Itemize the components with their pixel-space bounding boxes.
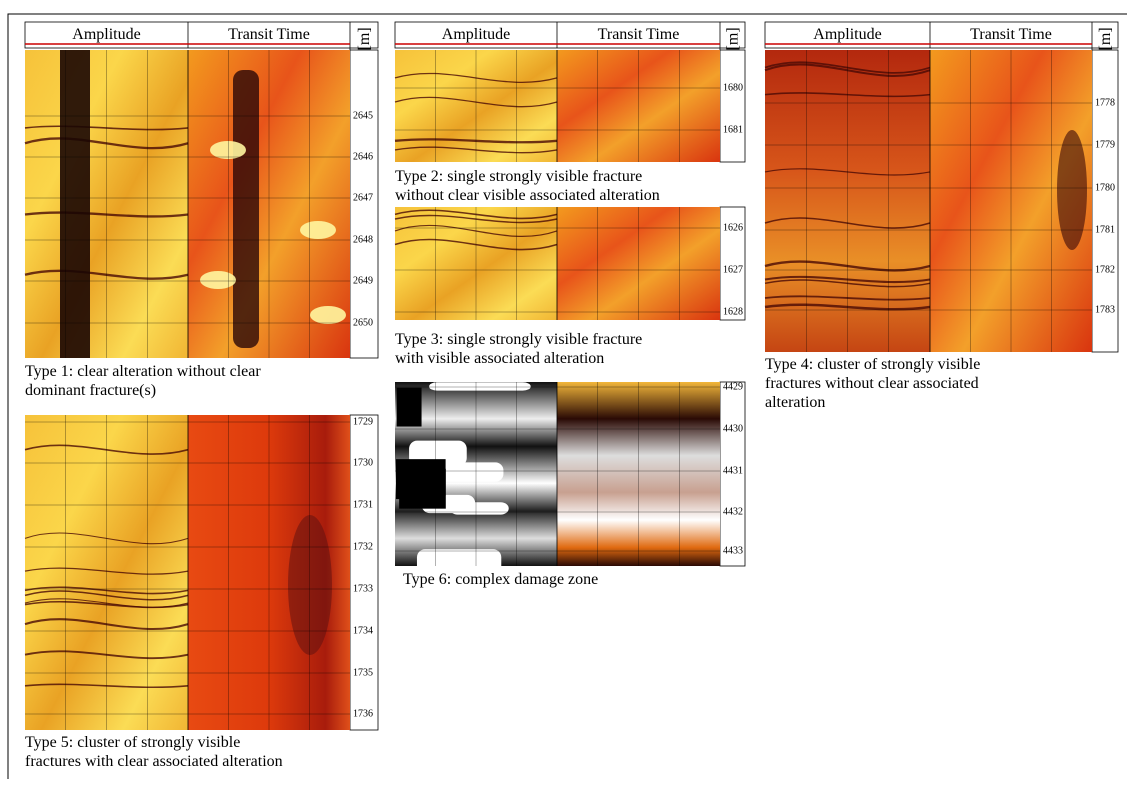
depth-label: 1680: [723, 82, 743, 93]
bright-spot: [210, 141, 246, 159]
amplitude-header: Amplitude: [72, 26, 140, 43]
transit-header: Transit Time: [228, 26, 310, 43]
panel: AmplitudeTransit TimeBD [m]2645264626472…: [25, 22, 378, 399]
caption-line: Type 2: single strongly visible fracture: [395, 168, 642, 185]
bright-spot: [200, 271, 236, 289]
figure: AmplitudeTransit TimeBD [m]2645264626472…: [0, 0, 1135, 787]
depth-label: 1780: [1095, 182, 1115, 193]
depth-label: 1729: [353, 416, 373, 427]
depth-label: 1733: [353, 583, 373, 594]
depth-label: 1735: [353, 667, 373, 678]
transit-header: Transit Time: [970, 26, 1052, 43]
damage-block: [397, 388, 422, 427]
alteration-zone: [1057, 130, 1087, 250]
depth-label: 1627: [723, 264, 743, 275]
damage-block: [429, 382, 531, 390]
alteration-band: [233, 70, 259, 348]
depth-label: 1778: [1095, 97, 1115, 108]
depth-label: 2648: [353, 234, 373, 245]
depth-label: 4431: [723, 465, 743, 476]
depth-label: 4432: [723, 506, 743, 517]
depth-label: 1730: [353, 457, 373, 468]
depth-label: 1783: [1095, 304, 1115, 315]
caption-line: Type 5: cluster of strongly visible: [25, 734, 240, 751]
depth-column: [350, 50, 378, 358]
caption-line: without clear visible associated alterat…: [395, 187, 660, 204]
depth-label: 1731: [353, 499, 373, 510]
caption-line: Type 3: single strongly visible fracture: [395, 331, 642, 348]
depth-label: 1626: [723, 222, 743, 233]
panel: 4429 4430 4431 4432 4433 Type 6: complex dama…: [395, 381, 745, 588]
bright-spot: [300, 221, 336, 239]
depth-label: 1736: [353, 708, 373, 719]
panel: 1729 1730 1731 1732 1733 1734 1735 1736 Type 5: …: [25, 415, 378, 770]
caption-line: fractures with clear associated alterati…: [25, 753, 283, 770]
depth-column: [720, 50, 745, 162]
caption-line: Type 4: cluster of strongly visible: [765, 356, 980, 373]
depth-label: 1734: [353, 625, 373, 636]
depth-label: 1779: [1095, 139, 1115, 150]
amplitude-header: Amplitude: [813, 26, 881, 43]
caption-line: alteration: [765, 394, 825, 411]
alteration-zone: [288, 515, 332, 655]
depth-label: 1732: [353, 541, 373, 552]
depth-label: 1628: [723, 306, 743, 317]
alteration-band: [60, 50, 90, 358]
depth-label: 4433: [723, 545, 743, 556]
transit-header: Transit Time: [598, 26, 680, 43]
depth-label: 2647: [353, 192, 373, 203]
depth-label: 1782: [1095, 264, 1115, 275]
caption-line: fractures without clear associated: [765, 375, 979, 392]
panel: 1626 1627 1628 Type 3: single strongly visi…: [395, 207, 745, 367]
depth-label: 2646: [353, 151, 373, 162]
depth-label: 4430: [723, 423, 743, 434]
depth-label: 2645: [353, 110, 373, 121]
caption-line: Type 6: complex damage zone: [403, 571, 598, 588]
caption-line: with visible associated alteration: [395, 350, 604, 367]
damage-block: [401, 478, 441, 500]
depth-label: 1681: [723, 124, 743, 135]
caption-line: Type 1: clear alteration without clear: [25, 363, 261, 380]
depth-label: 2650: [353, 317, 373, 328]
depth-label: 2649: [353, 275, 373, 286]
depth-label: 1781: [1095, 224, 1115, 235]
bright-spot: [310, 306, 346, 324]
depth-label: 4429: [723, 381, 743, 392]
amplitude-header: Amplitude: [442, 26, 510, 43]
caption-line: dominant fracture(s): [25, 382, 156, 399]
